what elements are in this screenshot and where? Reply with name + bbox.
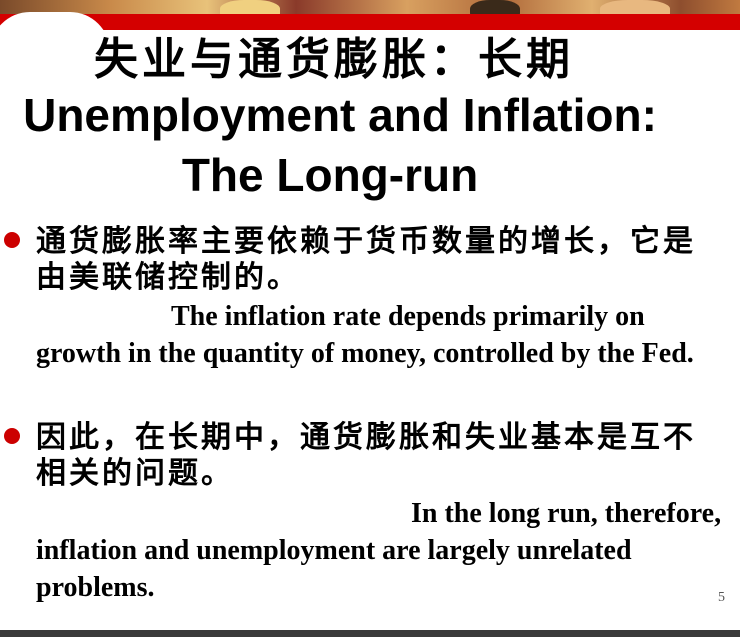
- slide-title-chinese: 失业与通货膨胀：长期: [94, 34, 574, 85]
- slide-title-english-line1: Unemployment and Inflation:: [23, 89, 657, 141]
- header-white-arc: [0, 12, 110, 52]
- footer-bar: [0, 630, 740, 637]
- bullet-1-chinese: 通货膨胀率主要依赖于货币数量的增长，它是由美联储控制的。: [36, 224, 696, 295]
- bullet-2-chinese: 因此，在长期中，通货膨胀和失业基本是互不相关的问题。: [36, 420, 696, 491]
- bullet-1-english: The inflation rate depends primarily on …: [36, 301, 694, 369]
- page-number: 5: [718, 590, 725, 605]
- bullet-2-english: In the long run, therefore, inflation an…: [36, 498, 722, 603]
- header-red-bar: [0, 14, 740, 30]
- bullet-dot: [4, 428, 20, 444]
- bullet-dot: [4, 232, 20, 248]
- slide-title-english-line2: The Long-run: [181, 149, 479, 201]
